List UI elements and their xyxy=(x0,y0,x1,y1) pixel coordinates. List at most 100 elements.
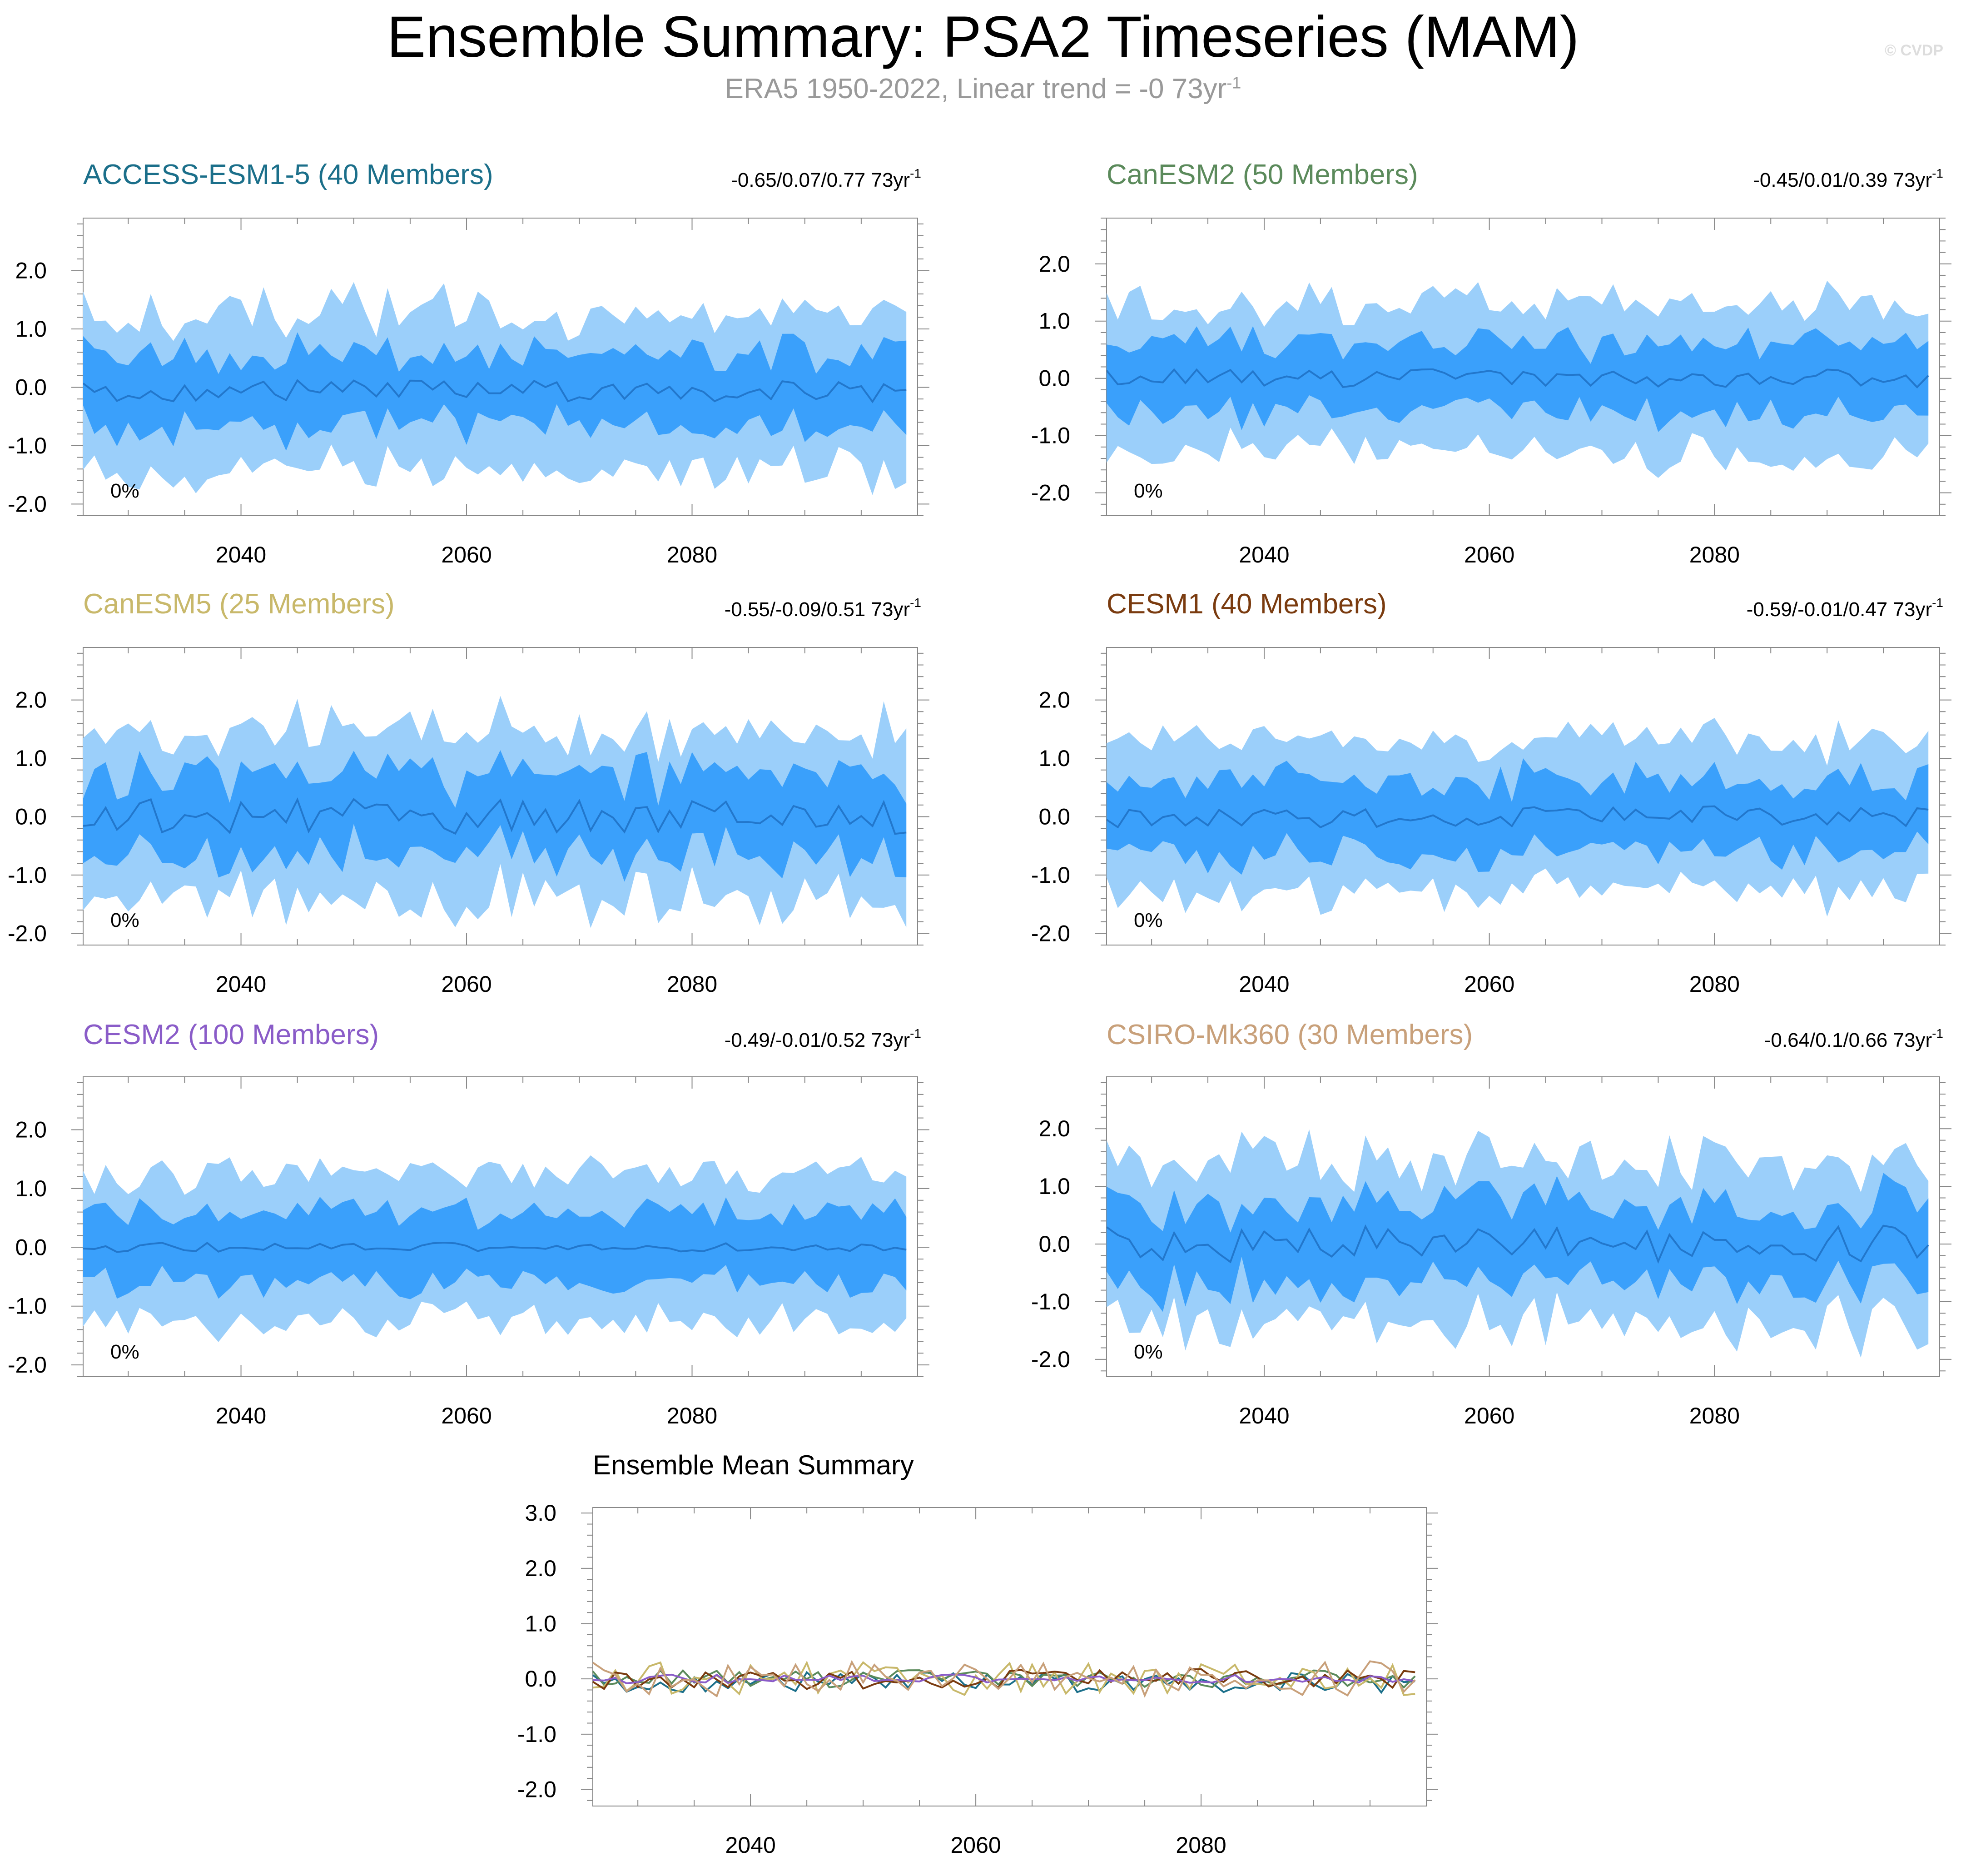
trend-label: -0.64/0.1/0.66 73yr-1 xyxy=(1764,1026,1943,1051)
subtitle-text: ERA5 1950-2022, Linear trend = -0 73yr xyxy=(725,73,1227,104)
percent-label: 0% xyxy=(1134,480,1163,502)
y-tick-label: -1.0 xyxy=(8,1294,47,1319)
y-tick-label: 0.0 xyxy=(15,374,47,400)
band-group xyxy=(83,696,907,928)
x-tick-label: 2040 xyxy=(1239,542,1289,567)
band-25-75-percentile xyxy=(1107,1173,1929,1312)
y-tick-label: 1.0 xyxy=(1038,1174,1070,1199)
y-tick-label: 0.0 xyxy=(1038,1231,1070,1257)
panel-access-esm1-5: 2040 2060 2080 -2.0 -1.0 0.0 1.0 2.0 ACCESS-ESM1… xyxy=(8,159,929,567)
x-tick-label: 2080 xyxy=(1176,1832,1226,1858)
trend-superscript: -1 xyxy=(1932,596,1943,610)
percent-label: 0% xyxy=(110,480,139,502)
panel-title: CanESM2 (50 Members) xyxy=(1107,159,1418,190)
trend-label: -0.49/-0.01/0.52 73yr-1 xyxy=(725,1026,921,1051)
y-tick-label: 0.0 xyxy=(15,1234,47,1260)
trend-value: -0.59/-0.01/0.47 73yr xyxy=(1747,598,1932,621)
percent-label: 0% xyxy=(110,1341,139,1363)
x-tick-label: 2080 xyxy=(1689,1403,1740,1428)
plot-frame xyxy=(592,1507,1427,1806)
y-tick-label: 1.0 xyxy=(525,1611,556,1637)
y-tick-label: -1.0 xyxy=(517,1722,556,1747)
trend-superscript: -1 xyxy=(1932,1026,1943,1040)
series-line-csiro-mk360 xyxy=(592,1660,1416,1698)
panel-title: CSIRO-Mk360 (30 Members) xyxy=(1107,1019,1473,1050)
series-line-cesm2 xyxy=(592,1673,1415,1684)
ensemble-median-line xyxy=(83,1241,907,1253)
y-tick-label: 1.0 xyxy=(1038,309,1070,334)
y-tick-label: 2.0 xyxy=(1038,251,1070,277)
panel-title: ACCESS-ESM1-5 (40 Members) xyxy=(83,159,493,190)
trend-label: -0.45/0.01/0.39 73yr-1 xyxy=(1753,166,1943,191)
y-tick-label: 0.0 xyxy=(1038,366,1070,391)
x-tick-label: 2080 xyxy=(1689,542,1740,567)
y-tick-label: -2.0 xyxy=(8,1352,47,1378)
panel-csiro-mk360: 2040 2060 2080 -2.0 -1.0 0.0 1.0 2.0 CSIRO-Mk360… xyxy=(1031,1019,1951,1428)
y-tick-label: -1.0 xyxy=(1031,1289,1070,1314)
band-group xyxy=(1107,718,1929,917)
trend-value: -0.65/0.07/0.77 73yr xyxy=(731,169,910,191)
x-tick-label: 2040 xyxy=(216,1403,266,1428)
panel-cesm2: 2040 2060 2080 -2.0 -1.0 0.0 1.0 2.0 CESM2 (100 … xyxy=(8,1019,929,1428)
y-tick-label: 3.0 xyxy=(525,1500,556,1526)
x-tick-label: 2040 xyxy=(216,971,266,997)
x-tick-label: 2040 xyxy=(216,542,266,567)
trend-superscript: -1 xyxy=(1932,166,1943,180)
y-tick-label: 1.0 xyxy=(15,316,47,342)
panel-cesm1: 2040 2060 2080 -2.0 -1.0 0.0 1.0 2.0 CESM1 (40 M… xyxy=(1031,588,1951,997)
y-tick-label: 1.0 xyxy=(1038,746,1070,771)
trend-label: -0.55/-0.09/0.51 73yr-1 xyxy=(725,596,921,621)
y-tick-label: -2.0 xyxy=(1031,480,1070,506)
x-tick-label: 2080 xyxy=(667,542,717,567)
ensemble-median-line xyxy=(1107,1224,1929,1264)
y-tick-label: 0.0 xyxy=(15,804,47,829)
trend-superscript: -1 xyxy=(910,1026,921,1040)
y-tick-label: 2.0 xyxy=(1038,687,1070,713)
panel-title: CESM1 (40 Members) xyxy=(1107,588,1387,620)
trend-label: -0.59/-0.01/0.47 73yr-1 xyxy=(1747,596,1943,621)
x-tick-label: 2060 xyxy=(441,542,492,567)
band-group xyxy=(83,1155,907,1342)
band-group xyxy=(83,282,907,495)
trend-label: -0.65/0.07/0.77 73yr-1 xyxy=(731,166,921,191)
x-tick-label: 2080 xyxy=(1689,971,1740,997)
y-tick-label: -1.0 xyxy=(1031,423,1070,448)
trend-value: -0.45/0.01/0.39 73yr xyxy=(1753,169,1932,191)
x-tick-label: 2060 xyxy=(441,1403,492,1428)
panel-ensemble-mean: 2040 2060 2080 -2.0 -1.0 0.0 1.0 2.0 3.0 Ensemble… xyxy=(517,1450,1438,1858)
y-tick-label: 2.0 xyxy=(15,1117,47,1142)
band-25-75-percentile xyxy=(83,332,907,451)
x-tick-label: 2040 xyxy=(725,1832,776,1858)
ensemble-median-line xyxy=(1107,368,1929,389)
y-tick-label: 2.0 xyxy=(15,687,47,713)
trend-value: -0.64/0.1/0.66 73yr xyxy=(1764,1029,1932,1051)
x-tick-label: 2060 xyxy=(950,1832,1001,1858)
y-tick-label: 2.0 xyxy=(1038,1116,1070,1141)
trend-superscript: -1 xyxy=(910,166,921,180)
x-tick-label: 2080 xyxy=(667,1403,717,1428)
y-tick-label: 2.0 xyxy=(525,1556,556,1581)
ensemble-median-line xyxy=(1107,805,1929,829)
x-tick-label: 2040 xyxy=(1239,1403,1289,1428)
y-tick-label: -2.0 xyxy=(1031,1347,1070,1372)
y-tick-label: 1.0 xyxy=(15,1176,47,1201)
y-tick-label: -2.0 xyxy=(517,1777,556,1802)
x-tick-label: 2060 xyxy=(441,971,492,997)
band-group xyxy=(1107,1129,1929,1358)
trend-value: -0.55/-0.09/0.51 73yr xyxy=(725,598,910,621)
ensemble-median-line xyxy=(83,797,907,835)
panel-title: CanESM5 (25 Members) xyxy=(83,588,395,620)
trend-superscript: -1 xyxy=(910,596,921,610)
subtitle-superscript: -1 xyxy=(1226,73,1241,92)
x-tick-label: 2080 xyxy=(667,971,717,997)
y-tick-label: -1.0 xyxy=(8,433,47,458)
y-tick-label: -1.0 xyxy=(8,862,47,888)
band-25-75-percentile xyxy=(83,750,907,882)
band-group xyxy=(1107,281,1929,478)
y-tick-label: 0.0 xyxy=(1038,804,1070,829)
y-tick-label: -1.0 xyxy=(1031,862,1070,888)
ensemble-median-line xyxy=(83,379,907,403)
x-tick-label: 2060 xyxy=(1464,1403,1514,1428)
trend-value: -0.49/-0.01/0.52 73yr xyxy=(725,1029,910,1051)
